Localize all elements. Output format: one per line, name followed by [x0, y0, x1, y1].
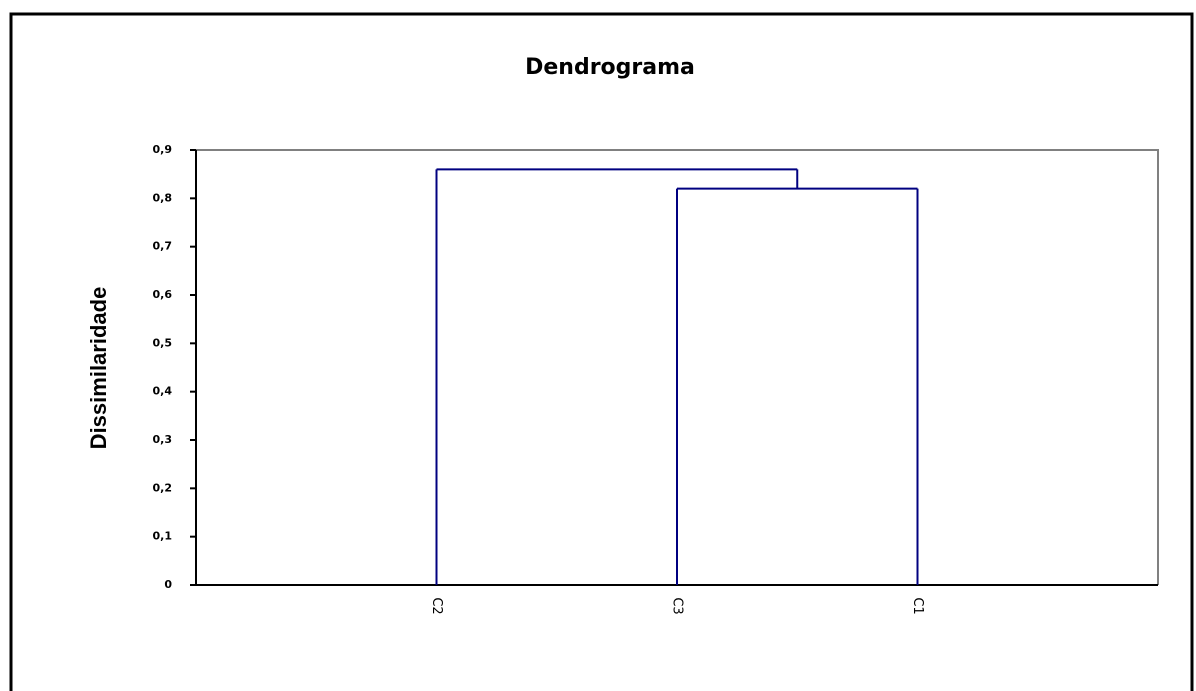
x-tick-label: C2 — [429, 597, 444, 614]
y-tick-label: 0,6 — [153, 288, 173, 301]
chart-frame — [9, 12, 1194, 691]
y-tick-label: 0,2 — [153, 481, 173, 494]
y-axis-label: Dissimilaridade — [86, 287, 111, 450]
y-tick-label: 0,8 — [153, 191, 173, 204]
y-tick-label: 0,7 — [153, 240, 173, 253]
x-tick-label: C1 — [910, 597, 925, 614]
y-tick-label: 0,4 — [153, 385, 173, 398]
y-tick-label: 0,5 — [153, 336, 173, 349]
y-tick-label: 0,3 — [153, 433, 173, 446]
x-tick-label: C3 — [670, 597, 685, 614]
y-tick-label: 0,1 — [153, 530, 173, 543]
plot-border — [196, 149, 1159, 585]
chart-title: Dendrograma — [525, 55, 695, 80]
y-tick-label: 0,9 — [153, 143, 173, 156]
merge-link — [676, 187, 919, 585]
y-tick-label: 0 — [164, 578, 172, 591]
merge-link — [435, 168, 799, 585]
